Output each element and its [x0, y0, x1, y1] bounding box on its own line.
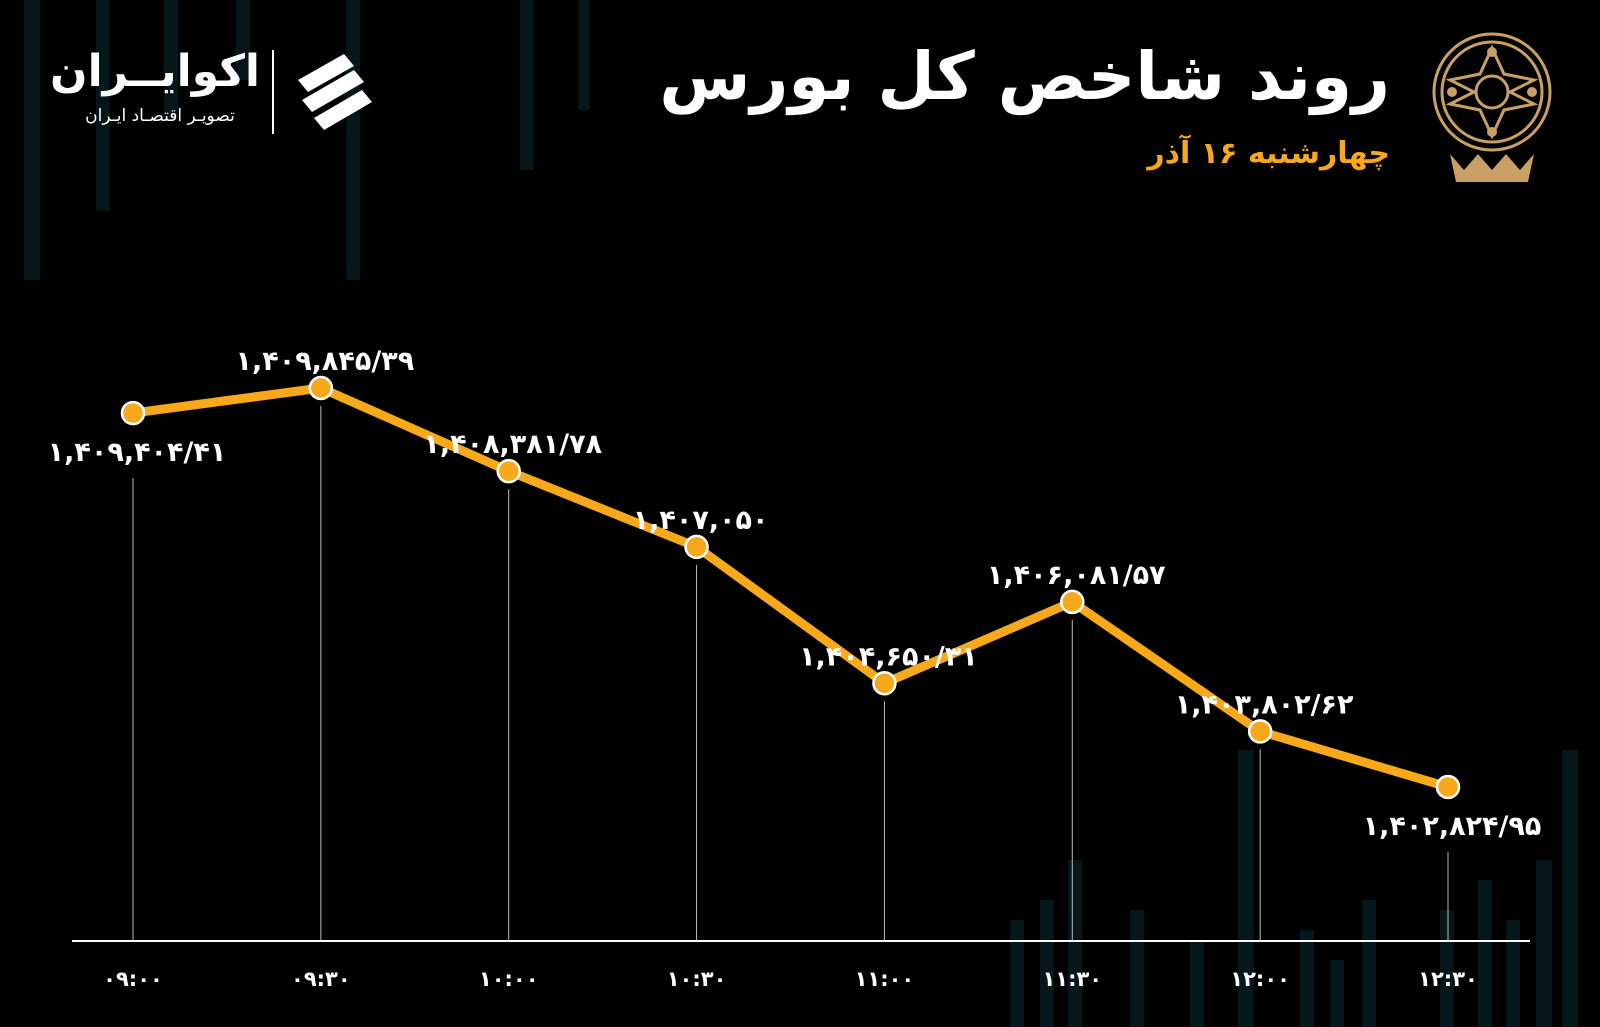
data-label: ۱,۴۰۹,۸۴۵/۳۹	[236, 346, 415, 377]
data-label: ۱,۴۰۹,۴۰۴/۴۱	[48, 437, 227, 468]
x-tick-label: ۰۹:۳۰	[291, 967, 351, 991]
data-label: ۱,۴۰۶,۰۸۱/۵۷	[987, 560, 1166, 591]
brand-name: اکوایــران	[50, 46, 260, 97]
data-point	[684, 534, 709, 560]
x-tick-label: ۱۱:۰۰	[855, 967, 915, 991]
brand-divider	[272, 50, 274, 134]
data-point	[120, 400, 146, 426]
data-point	[1247, 719, 1273, 744]
page-date: چهارشنبه ۱۶ آذر	[1147, 136, 1390, 171]
x-tick-label: ۱۱:۳۰	[1042, 967, 1102, 991]
data-label: ۱,۴۰۴,۶۵۰/۳۱	[799, 641, 978, 672]
data-label: ۱,۴۰۸,۳۸۱/۷۸	[423, 429, 602, 460]
data-label: ۱,۴۰۳,۸۰۲/۶۲	[1175, 689, 1354, 720]
ecoiran-logo-icon	[298, 54, 372, 130]
x-tick-label: ۱۰:۰۰	[479, 967, 539, 991]
data-point	[872, 671, 897, 696]
data-point	[308, 375, 334, 401]
series-line	[128, 383, 1453, 792]
brand-tagline: تصویـر اقتصـاد ایـران	[85, 106, 235, 126]
x-tick-label: ۰۹:۰۰	[103, 967, 163, 991]
page-title: روند شاخص کل بورس	[659, 38, 1390, 115]
data-label: ۱,۴۰۷,۰۵۰	[633, 505, 769, 536]
data-point	[1060, 589, 1085, 615]
ecoiran-brand: اکوایــران تصویـر اقتصـاد ایـران	[50, 46, 390, 136]
x-tick-label: ۱۰:۳۰	[667, 967, 727, 991]
x-tick-label: ۱۲:۰۰	[1230, 967, 1290, 991]
tehran-stock-exchange-emblem-icon	[1432, 32, 1552, 182]
data-label: ۱,۴۰۲,۸۲۴/۹۵	[1363, 811, 1542, 842]
data-point	[1435, 774, 1461, 800]
data-point	[496, 458, 521, 484]
x-tick-label: ۱۲:۳۰	[1418, 967, 1478, 991]
